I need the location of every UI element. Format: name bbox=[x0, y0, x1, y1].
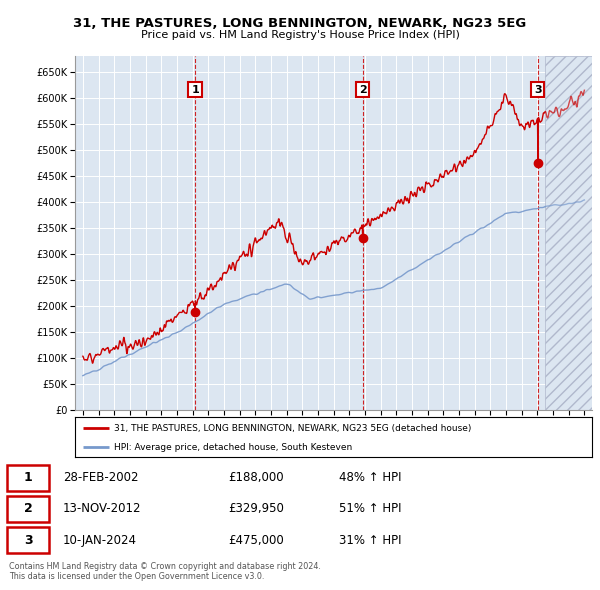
Text: 48% ↑ HPI: 48% ↑ HPI bbox=[339, 471, 401, 484]
Bar bbox=[545, 56, 592, 410]
Text: Contains HM Land Registry data © Crown copyright and database right 2024.
This d: Contains HM Land Registry data © Crown c… bbox=[9, 562, 321, 581]
Text: 31% ↑ HPI: 31% ↑ HPI bbox=[339, 533, 401, 546]
Text: 3: 3 bbox=[24, 533, 32, 546]
Text: 31, THE PASTURES, LONG BENNINGTON, NEWARK, NG23 5EG: 31, THE PASTURES, LONG BENNINGTON, NEWAR… bbox=[73, 17, 527, 30]
Text: 1: 1 bbox=[191, 85, 199, 94]
Text: 10-JAN-2024: 10-JAN-2024 bbox=[63, 533, 137, 546]
Text: 13-NOV-2012: 13-NOV-2012 bbox=[63, 502, 142, 516]
Text: 3: 3 bbox=[534, 85, 542, 94]
Text: £188,000: £188,000 bbox=[228, 471, 284, 484]
Text: 31, THE PASTURES, LONG BENNINGTON, NEWARK, NG23 5EG (detached house): 31, THE PASTURES, LONG BENNINGTON, NEWAR… bbox=[114, 424, 471, 433]
FancyBboxPatch shape bbox=[7, 496, 49, 522]
Text: HPI: Average price, detached house, South Kesteven: HPI: Average price, detached house, Sout… bbox=[114, 442, 352, 452]
Text: 28-FEB-2002: 28-FEB-2002 bbox=[63, 471, 139, 484]
Text: 1: 1 bbox=[24, 471, 32, 484]
Text: 2: 2 bbox=[359, 85, 367, 94]
Text: £329,950: £329,950 bbox=[228, 502, 284, 516]
FancyBboxPatch shape bbox=[7, 527, 49, 553]
Text: Price paid vs. HM Land Registry's House Price Index (HPI): Price paid vs. HM Land Registry's House … bbox=[140, 30, 460, 40]
Text: 2: 2 bbox=[24, 502, 32, 516]
Text: £475,000: £475,000 bbox=[228, 533, 284, 546]
FancyBboxPatch shape bbox=[7, 464, 49, 491]
Text: 51% ↑ HPI: 51% ↑ HPI bbox=[339, 502, 401, 516]
